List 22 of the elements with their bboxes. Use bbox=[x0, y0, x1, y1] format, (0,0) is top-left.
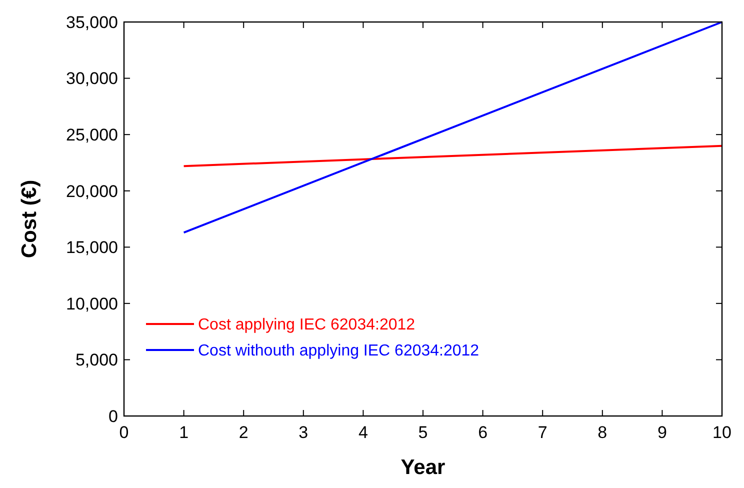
y-tick-label: 20,000 bbox=[66, 182, 118, 201]
legend-label: Cost withouth applying IEC 62034:2012 bbox=[198, 342, 480, 360]
legend-label: Cost applying IEC 62034:2012 bbox=[198, 316, 416, 334]
x-tick-label: 9 bbox=[657, 423, 667, 442]
x-axis-title: Year bbox=[400, 456, 446, 479]
y-tick-label: 25,000 bbox=[66, 126, 118, 145]
y-tick-label: 10,000 bbox=[66, 294, 118, 314]
y-tick-label: 5,000 bbox=[75, 350, 118, 370]
y-axis-title: Cost (€) bbox=[18, 180, 41, 258]
x-tick-label: 4 bbox=[358, 423, 368, 442]
y-tick-label: 35,000 bbox=[66, 12, 118, 32]
y-tick-label: 30,000 bbox=[66, 69, 118, 88]
x-tick-label: 5 bbox=[418, 423, 428, 442]
y-tick-label: 0 bbox=[108, 406, 118, 426]
x-tick-label: 3 bbox=[298, 423, 308, 442]
x-tick-label: 1 bbox=[179, 423, 189, 442]
x-tick-label: 2 bbox=[238, 423, 248, 442]
y-tick-label: 15,000 bbox=[66, 238, 118, 258]
x-tick-label: 7 bbox=[538, 423, 548, 442]
x-tick-label: 6 bbox=[478, 423, 488, 442]
x-tick-label: 10 bbox=[712, 423, 732, 442]
x-tick-label: 8 bbox=[598, 423, 608, 442]
